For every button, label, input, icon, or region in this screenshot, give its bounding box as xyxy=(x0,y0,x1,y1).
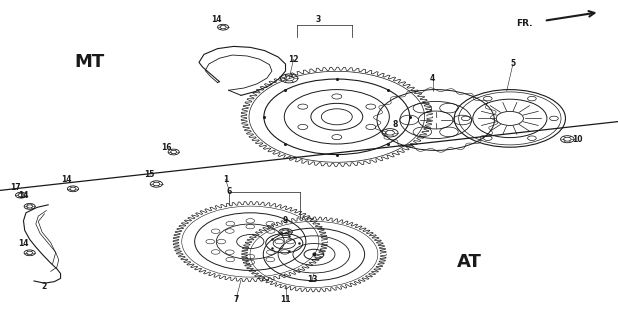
Text: 16: 16 xyxy=(162,143,172,152)
Text: 14: 14 xyxy=(19,239,28,248)
Text: 11: 11 xyxy=(281,295,290,304)
Text: 8: 8 xyxy=(393,120,398,129)
Text: MT: MT xyxy=(75,53,104,71)
Text: AT: AT xyxy=(457,253,482,271)
Text: 12: 12 xyxy=(289,55,298,64)
Text: 14: 14 xyxy=(62,175,72,184)
Text: 14: 14 xyxy=(211,15,221,24)
Text: 14: 14 xyxy=(19,191,28,200)
Text: 6: 6 xyxy=(226,188,231,196)
Text: 13: 13 xyxy=(307,276,317,284)
Text: 4: 4 xyxy=(430,74,435,83)
Text: 3: 3 xyxy=(316,15,321,24)
Text: 17: 17 xyxy=(10,183,21,192)
Text: 15: 15 xyxy=(145,170,154,179)
Text: 10: 10 xyxy=(573,135,583,144)
Text: 5: 5 xyxy=(510,60,515,68)
Text: 2: 2 xyxy=(42,282,47,291)
Text: FR.: FR. xyxy=(516,19,533,28)
Text: 9: 9 xyxy=(283,216,288,225)
Text: 1: 1 xyxy=(223,175,228,184)
Text: 7: 7 xyxy=(234,295,239,304)
